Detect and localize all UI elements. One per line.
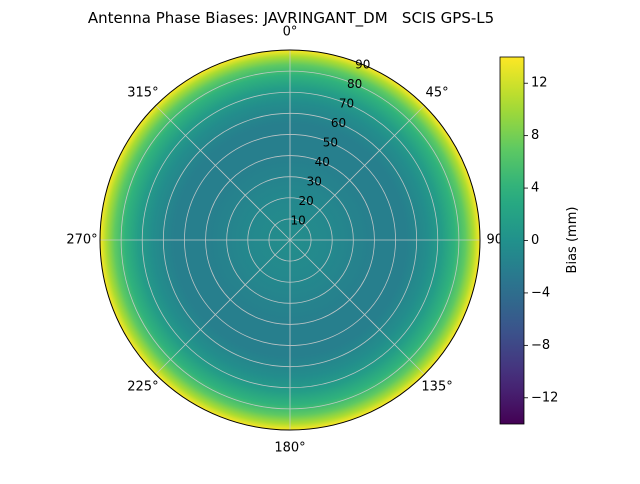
colorbar [499, 56, 525, 425]
grid-spoke [289, 239, 425, 375]
theta-tick-label: 270° [66, 233, 97, 248]
colorbar-tick-label: −12 [531, 390, 558, 405]
theta-tick-label: 180° [274, 441, 305, 456]
colorbar-label: Bias (mm) [565, 207, 580, 274]
polar-outline [99, 49, 481, 431]
theta-tick-label: 0° [283, 25, 298, 40]
radial-tick-label: 30 [307, 174, 322, 188]
chart-title: Antenna Phase Biases: JAVRINGANT_DM SCIS… [87, 9, 495, 27]
theta-tick-label: 315° [127, 85, 158, 100]
colorbar-tick-label: 4 [531, 181, 539, 196]
radial-tick-label: 20 [299, 194, 314, 208]
theta-tick-label: 45° [426, 85, 449, 100]
radial-tick-label: 40 [315, 155, 330, 169]
radial-tick-label: 60 [331, 116, 346, 130]
polar-grid [100, 50, 480, 430]
grid-spoke [289, 105, 425, 241]
radial-tick-label: 80 [347, 77, 362, 91]
radial-tick-label: 90 [355, 57, 370, 71]
colorbar-tick-label: 0 [531, 233, 539, 248]
radial-labels: 10 20 30 40 50 60 70 80 90 [290, 57, 370, 227]
colorbar-ticks: −12 −8 −4 0 4 8 12 [524, 76, 558, 405]
radial-tick-label: 10 [290, 213, 305, 227]
grid-spoke [155, 105, 291, 241]
radial-tick-label: 50 [323, 135, 338, 149]
colorbar-tick-label: 12 [531, 76, 548, 91]
theta-tick-label: 135° [421, 380, 452, 395]
colorbar-tick-label: 8 [531, 128, 539, 143]
theta-tick-label: 225° [127, 380, 158, 395]
grid-spoke [155, 239, 291, 375]
radial-tick-label: 70 [339, 96, 354, 110]
colorbar-tick-label: −8 [531, 338, 550, 353]
colorbar-tick-label: −4 [531, 285, 550, 300]
